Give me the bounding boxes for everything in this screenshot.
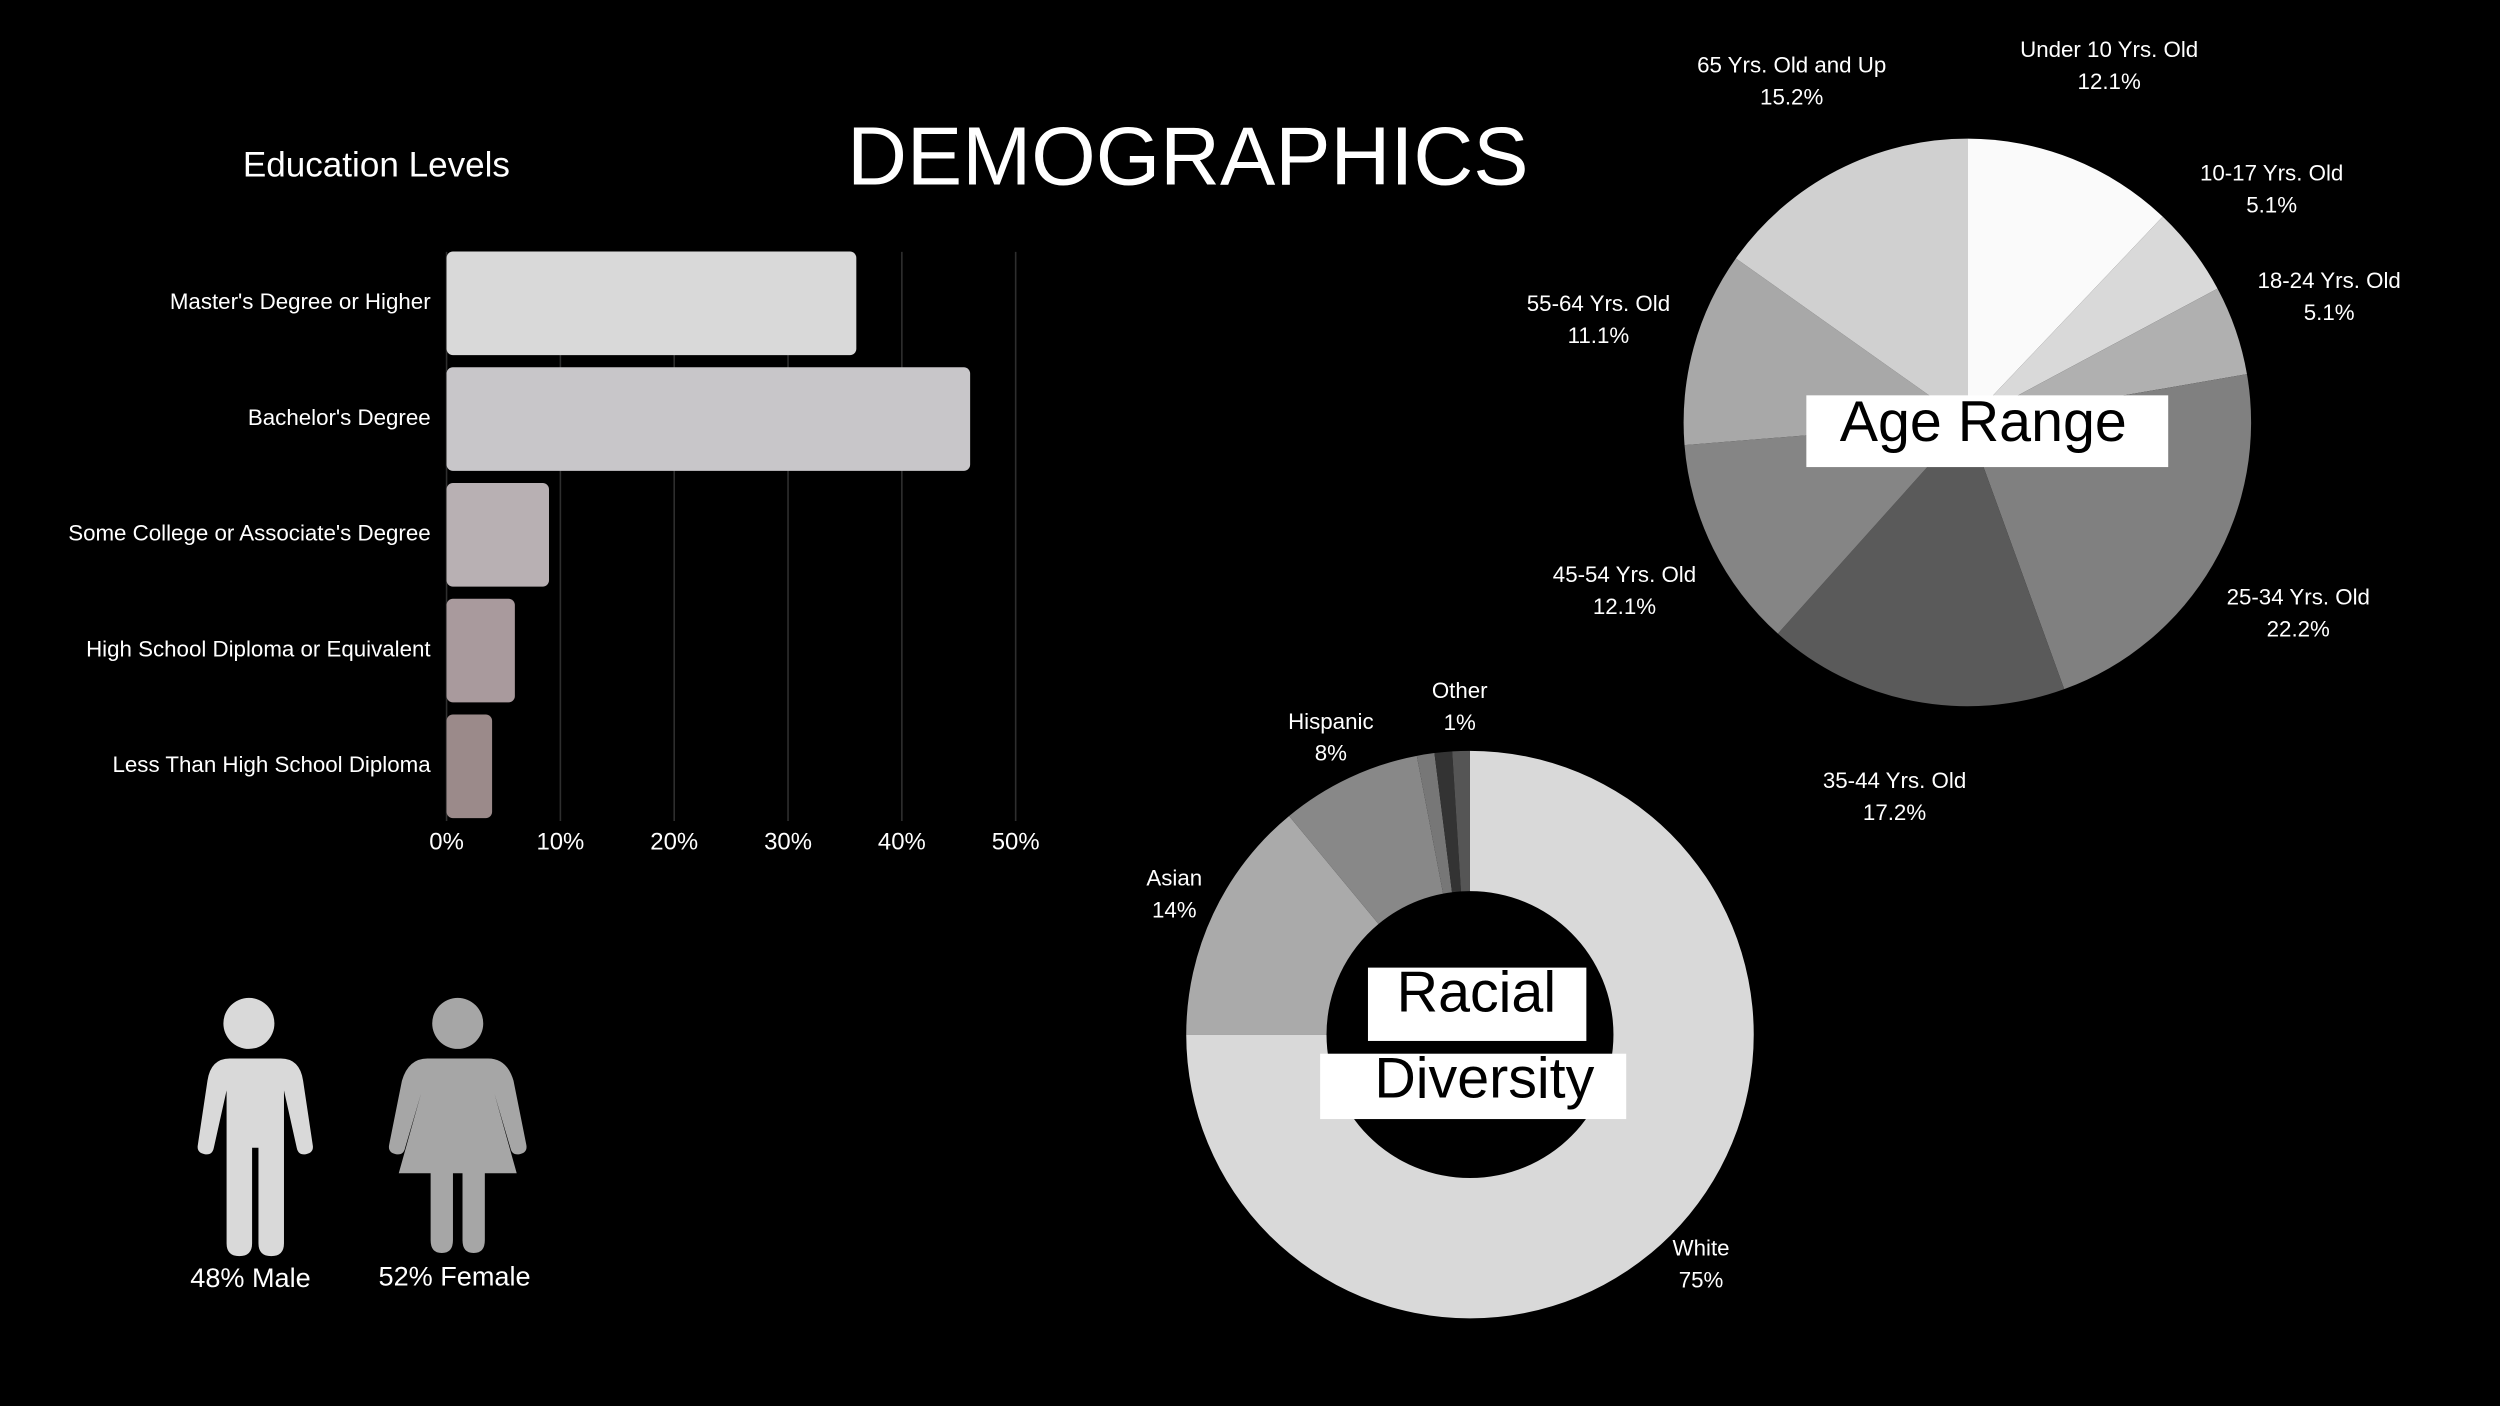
bar	[446, 598, 515, 703]
chart-title: Education Levels	[243, 146, 510, 185]
slice	[1452, 750, 1470, 892]
y-tick-label: Master's Degree or Higher	[170, 289, 431, 314]
x-tick-label: 20%	[650, 829, 698, 856]
male-icon	[197, 997, 313, 1257]
value-label: 15.2%	[1760, 84, 1823, 109]
chart-title: Racial	[1397, 960, 1556, 1024]
value-label: 11.1%	[1568, 323, 1630, 348]
title-box	[1806, 395, 2169, 468]
slice-label: Hispanic	[1288, 709, 1374, 734]
value-label: 17.2%	[1863, 800, 1926, 825]
male-label: 48% Male	[190, 1262, 310, 1293]
slice-label: White	[1673, 1236, 1730, 1261]
value-label: 12.1%	[2078, 69, 2141, 94]
value-label: 5.1%	[2304, 300, 2355, 325]
y-tick-label: Some College or Associate's Degree	[68, 521, 430, 546]
slice	[1735, 138, 1968, 423]
y-tick-label: High School Diploma or Equivalent	[86, 636, 431, 661]
slice	[1777, 422, 2065, 707]
x-tick-label: 30%	[764, 829, 812, 856]
value-label: 14%	[1152, 897, 1197, 922]
slice-label: 10-17 Yrs. Old	[2200, 160, 2343, 185]
slice	[1967, 216, 2218, 423]
title-box	[1367, 967, 1587, 1041]
chart-title: Age Range	[1840, 390, 2127, 454]
page-title: DEMOGRAPHICS	[847, 109, 1529, 202]
slice-label: 18-24 Yrs. Old	[2257, 268, 2400, 293]
slice	[1967, 138, 2163, 423]
x-tick-label: 40%	[878, 829, 926, 856]
slice	[1416, 753, 1453, 894]
slice	[1289, 755, 1444, 925]
value-label: 5.1%	[2246, 192, 2297, 217]
x-tick-label: 10%	[536, 829, 584, 856]
title-box	[1320, 1053, 1627, 1120]
slice-label: Other	[1432, 678, 1488, 703]
slice-label: 65 Yrs. Old and Up	[1697, 53, 1886, 78]
y-tick-label: Less Than High School Diploma	[113, 752, 432, 777]
slice-label: 45-54 Yrs. Old	[1553, 562, 1696, 587]
slice	[1684, 422, 1968, 634]
slice-label: 55-64 Yrs. Old	[1527, 291, 1670, 316]
slice	[1967, 288, 2247, 423]
x-tick-label: 50%	[992, 829, 1040, 856]
slice	[1186, 815, 1379, 1035]
x-tick-label: 0%	[429, 829, 464, 856]
bar	[446, 251, 857, 356]
female-icon	[388, 997, 527, 1253]
value-label: 75%	[1679, 1267, 1724, 1292]
value-label: 12.1%	[1593, 594, 1656, 619]
y-tick-label: Bachelor's Degree	[248, 405, 431, 430]
value-label: 1%	[1444, 710, 1476, 735]
value-label: 8%	[1315, 741, 1347, 766]
slice	[1434, 751, 1461, 893]
female-label: 52% Female	[379, 1261, 531, 1292]
slice-label: Under 10 Yrs. Old	[2020, 37, 2198, 62]
slice-label: Asian	[1146, 865, 1202, 890]
slice-label: 35-44 Yrs. Old	[1823, 768, 1966, 793]
value-label: 22.2%	[2267, 616, 2330, 641]
slice-label: 25-34 Yrs. Old	[2227, 584, 2370, 609]
bar	[446, 714, 493, 819]
bar	[446, 367, 971, 471]
chart-title: Diversity	[1374, 1047, 1594, 1111]
bar	[446, 483, 550, 587]
slice	[1186, 750, 1754, 1319]
